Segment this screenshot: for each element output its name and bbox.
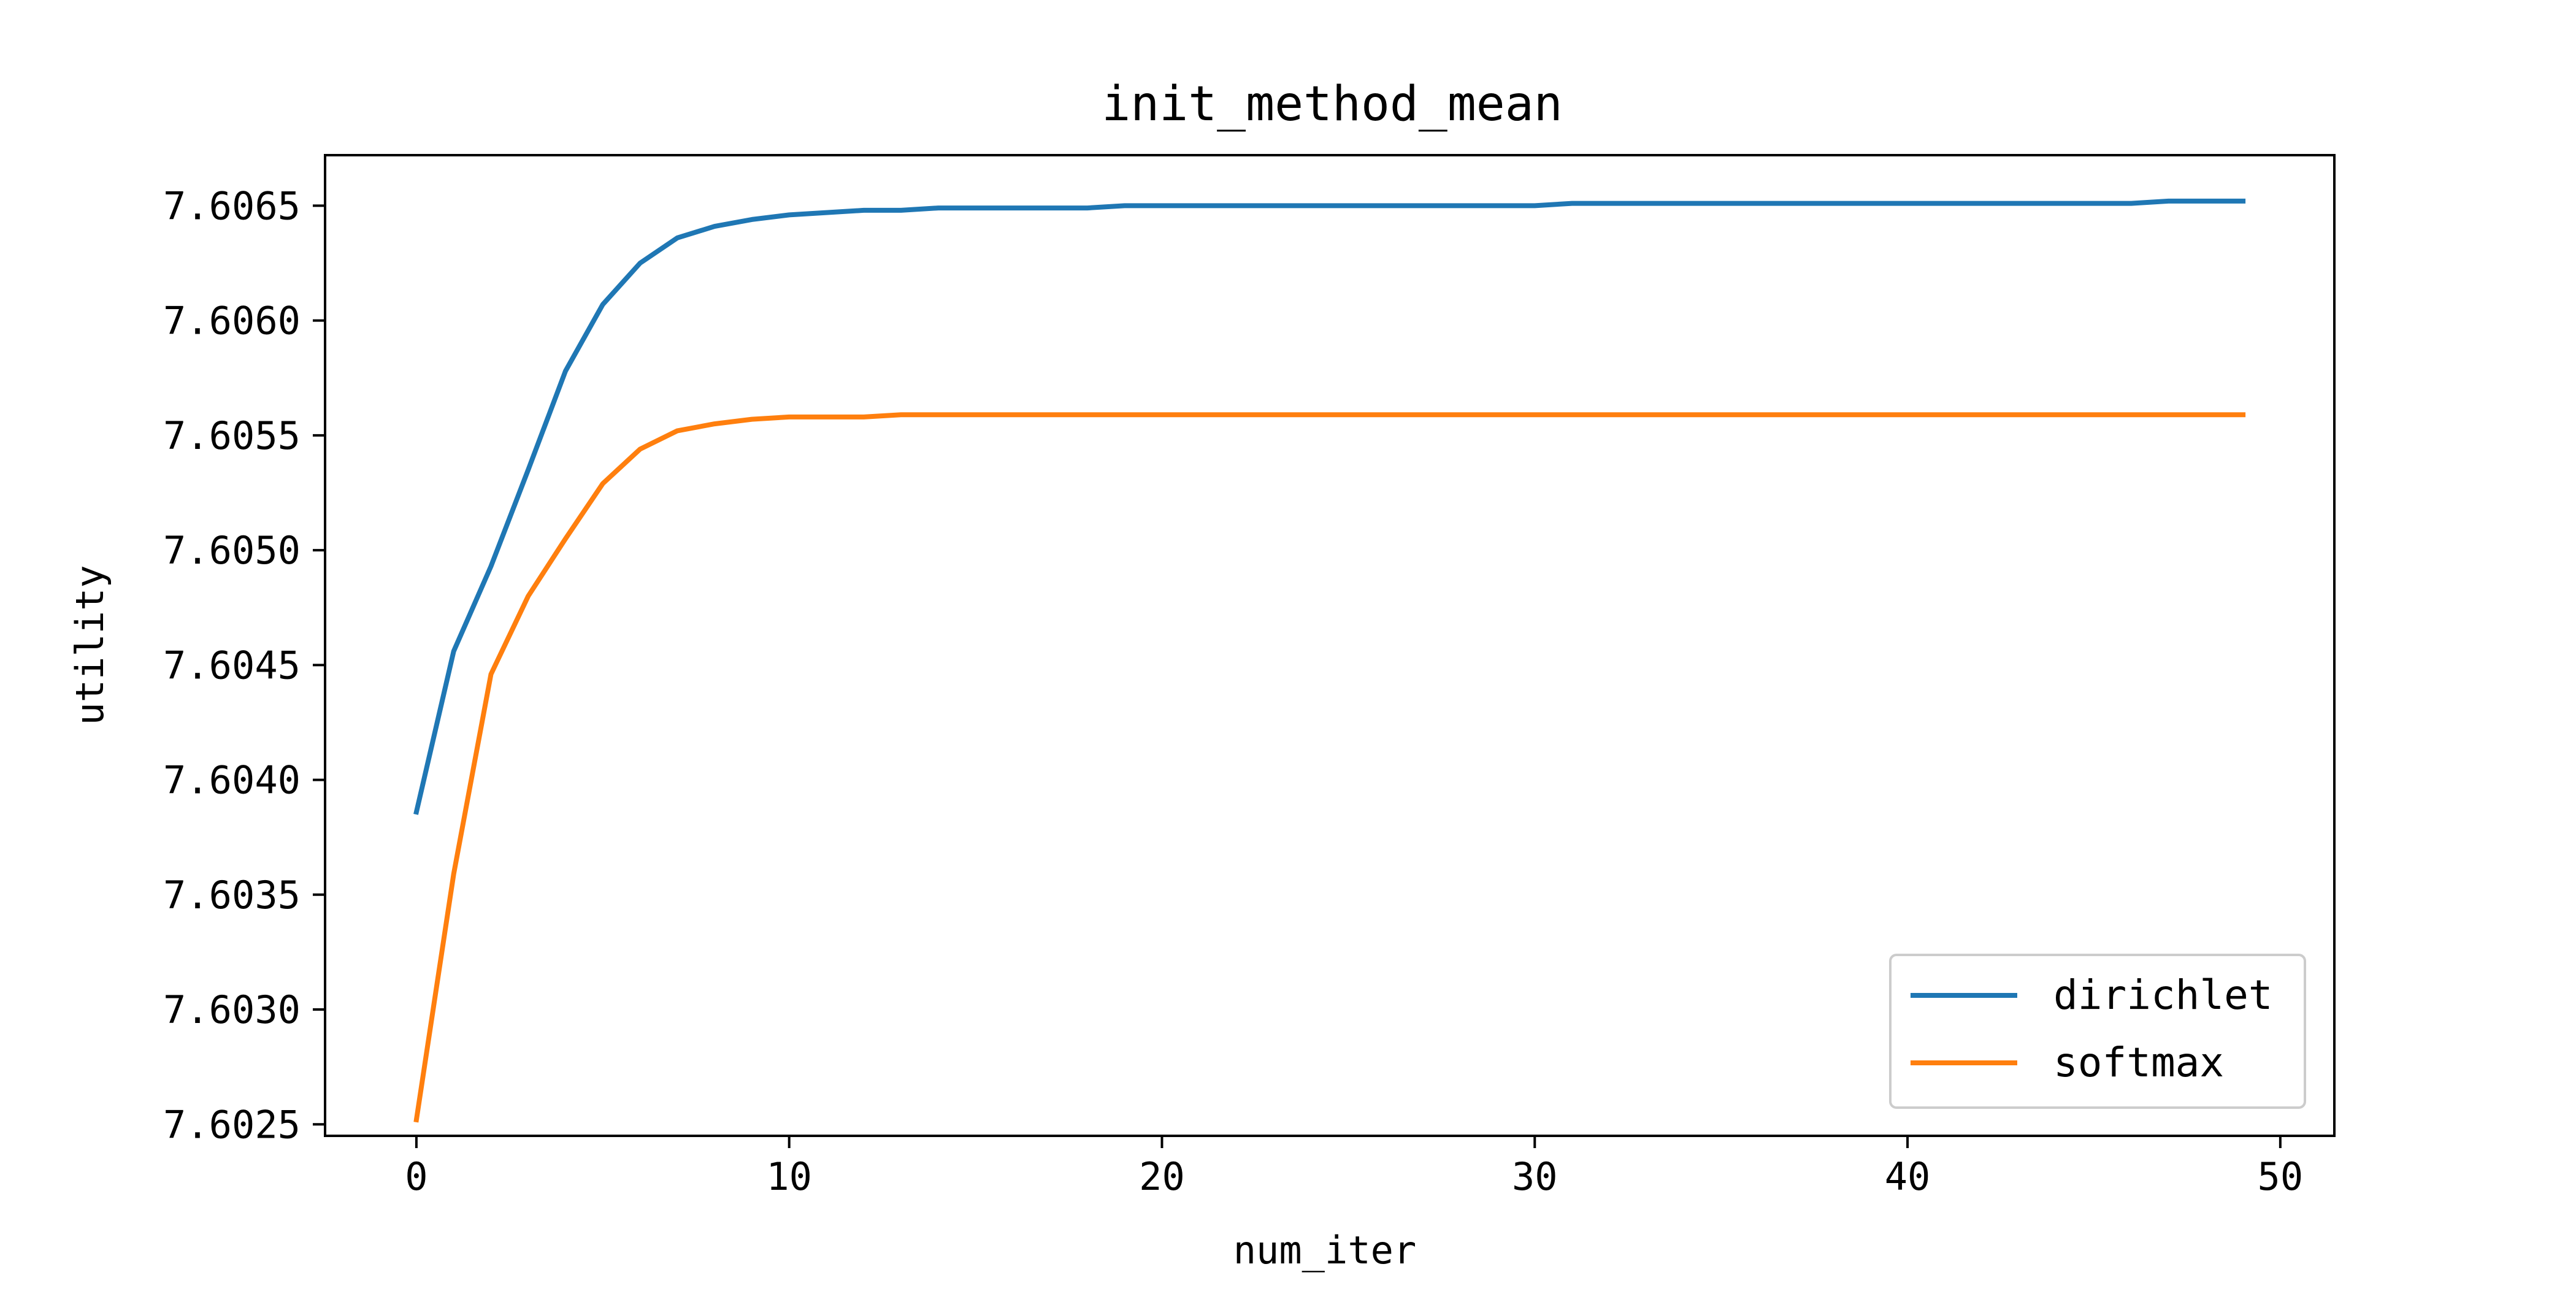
y-tick-label: 7.6045 bbox=[163, 643, 301, 688]
plot-area: 0 10 20 30 40 50 7.6025 7.6030 7.6035 7.6040 7.604… bbox=[163, 154, 2336, 1199]
y-tick-label: 7.6050 bbox=[163, 528, 301, 573]
chart-title: init_method_mean bbox=[1102, 77, 1562, 132]
y-axis-label: utility bbox=[67, 565, 112, 725]
series-line-dirichlet bbox=[413, 198, 2246, 815]
x-axis-label: num_iter bbox=[1233, 1228, 1417, 1273]
y-tick-label: 7.6065 bbox=[163, 183, 301, 228]
y-tick-label: 7.6025 bbox=[163, 1102, 301, 1147]
x-tick-label: 10 bbox=[766, 1154, 812, 1199]
y-tick-label: 7.6040 bbox=[163, 758, 301, 803]
legend: dirichlet softmax bbox=[1889, 954, 2306, 1109]
legend-label-dirichlet: dirichlet bbox=[2053, 971, 2273, 1019]
x-tick-label: 0 bbox=[405, 1154, 427, 1199]
y-tick-label: 7.6035 bbox=[163, 873, 301, 917]
x-tick-label: 50 bbox=[2258, 1154, 2304, 1199]
y-tick-label: 7.6030 bbox=[163, 987, 301, 1032]
series-line-softmax bbox=[413, 412, 2246, 1123]
y-tick-label: 7.6060 bbox=[163, 299, 301, 343]
x-tick-label: 20 bbox=[1139, 1154, 1185, 1199]
y-tick-label: 7.6055 bbox=[163, 413, 301, 458]
legend-label-softmax: softmax bbox=[2053, 1039, 2224, 1086]
plot-frame bbox=[324, 154, 2336, 1137]
x-tick-label: 30 bbox=[1512, 1154, 1558, 1199]
x-tick-label: 40 bbox=[1885, 1154, 1931, 1199]
